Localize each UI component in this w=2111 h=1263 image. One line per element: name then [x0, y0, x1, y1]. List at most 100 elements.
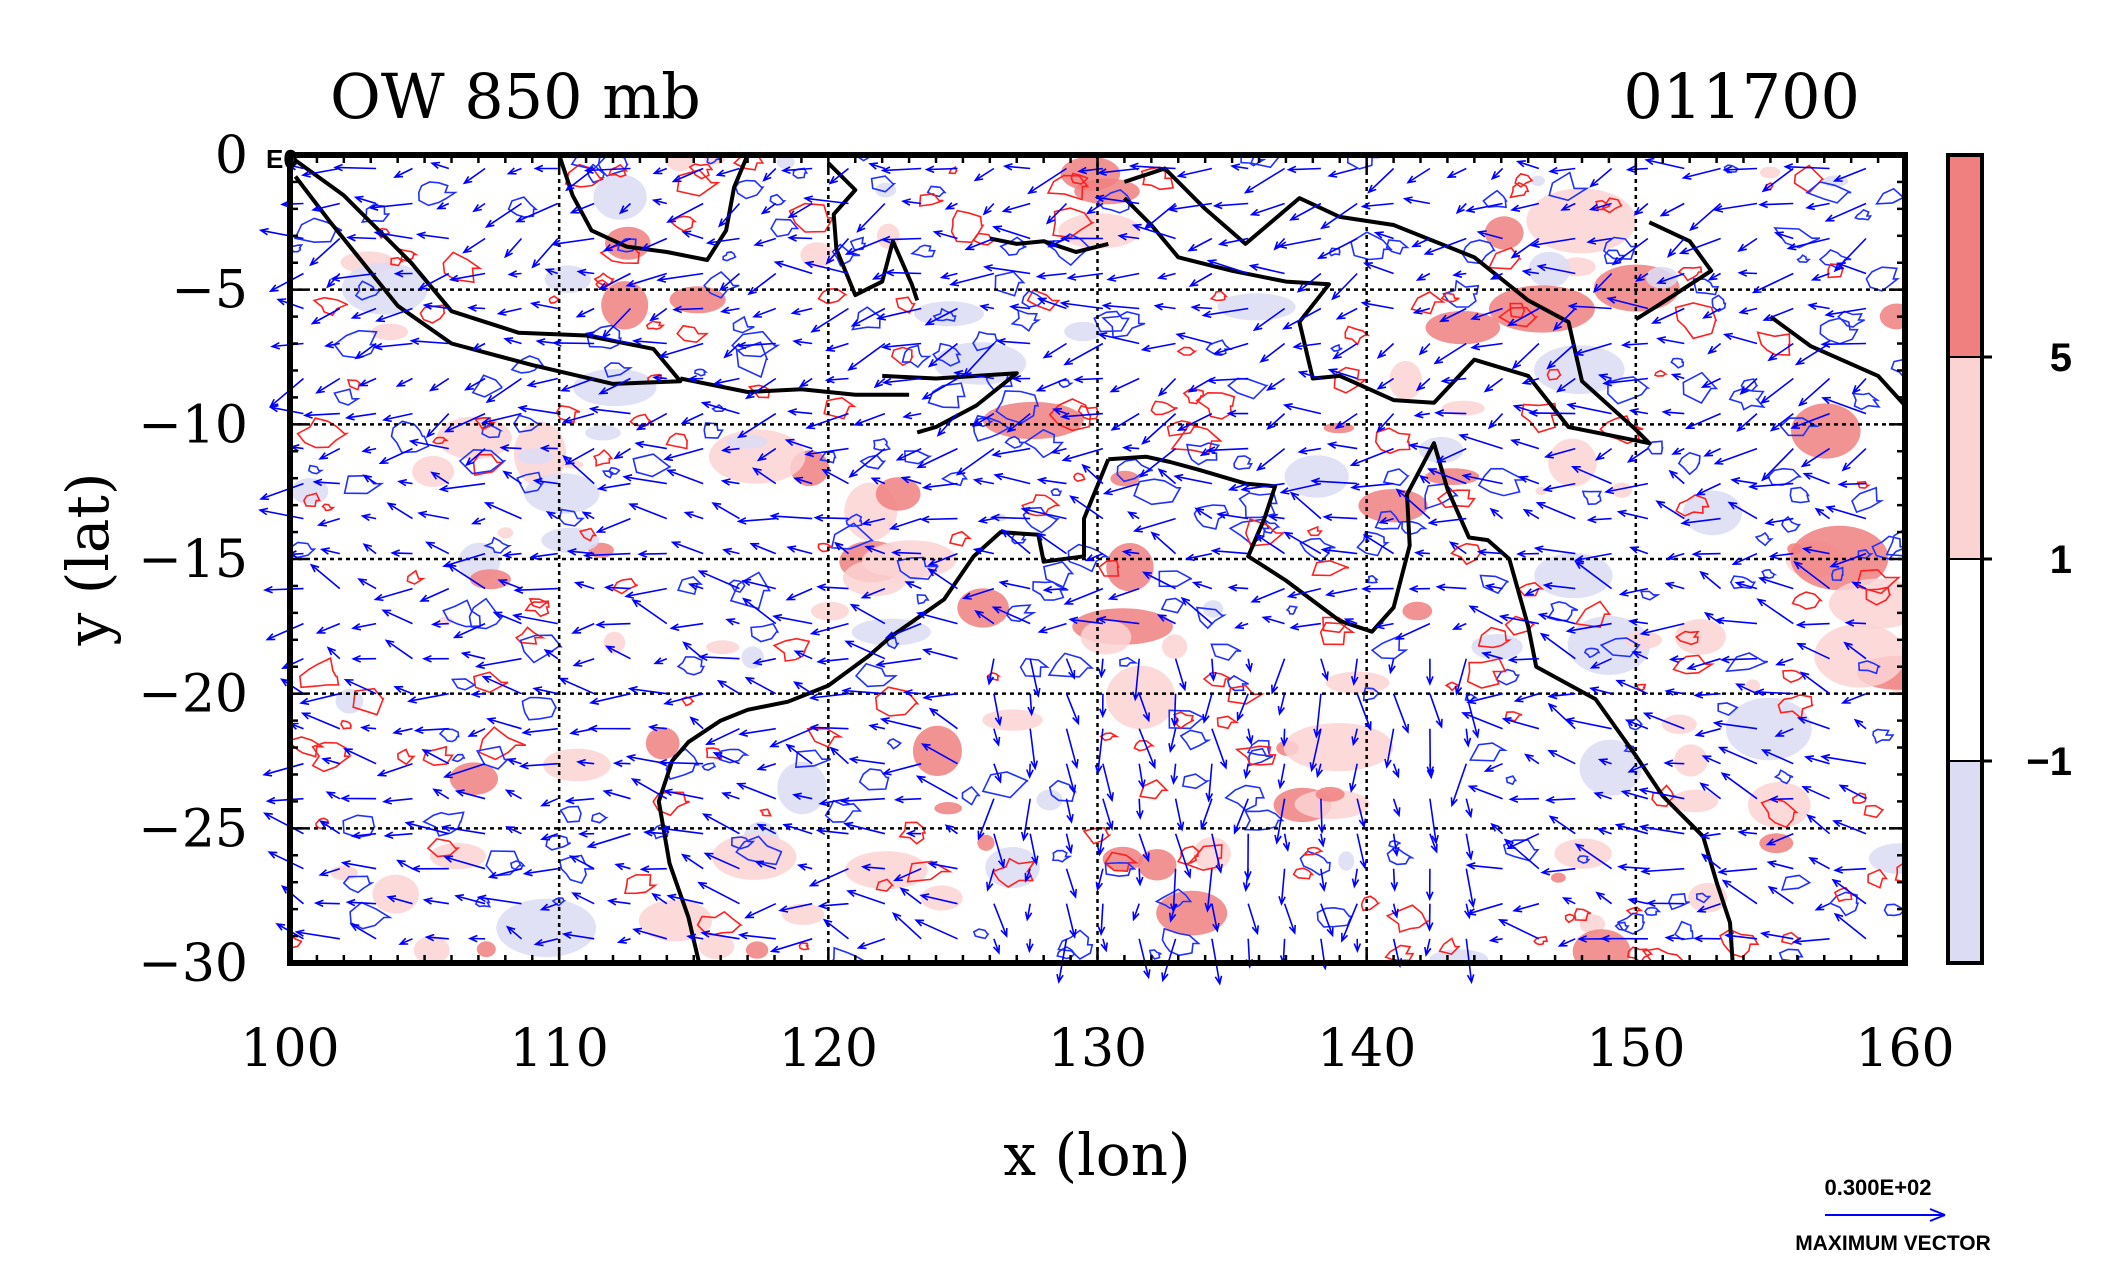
wind-vector	[1283, 531, 1322, 555]
wind-vector	[315, 622, 341, 634]
wind-vector	[487, 867, 522, 879]
wind-vector	[1797, 377, 1831, 407]
wind-vector	[785, 743, 813, 765]
wind-vector	[1832, 167, 1867, 182]
positive-contour	[1234, 745, 1277, 766]
wind-vector	[817, 901, 849, 910]
wind-vector	[1367, 167, 1395, 194]
vorticity-patch	[1418, 436, 1464, 464]
wind-vector	[384, 639, 413, 660]
negative-contour	[1228, 518, 1270, 545]
wind-vector	[1006, 412, 1031, 433]
negative-contour	[1101, 311, 1146, 339]
positive-contour	[1487, 246, 1522, 270]
y-axis-label: y (lat)	[54, 473, 122, 647]
wind-vector	[683, 511, 704, 520]
negative-contour	[1640, 590, 1661, 601]
wind-vector	[622, 474, 667, 485]
wind-vector	[1597, 373, 1612, 381]
positive-contour	[986, 671, 1002, 682]
wind-vector	[1680, 517, 1721, 527]
wind-vector	[382, 412, 413, 423]
wind-vector	[1796, 716, 1830, 730]
wind-vector	[1248, 263, 1285, 275]
coastline-7	[1634, 220, 1714, 321]
wind-vector	[1465, 798, 1473, 819]
wind-vector	[1050, 446, 1067, 455]
wind-vector	[360, 513, 377, 522]
wind-vector	[263, 585, 304, 594]
colorbar-label-2: −1	[2026, 740, 2072, 784]
wind-vector	[1109, 377, 1140, 393]
wind-vector	[805, 412, 849, 430]
wind-vector	[1101, 302, 1140, 310]
wind-vector	[1138, 693, 1150, 723]
negative-contour	[1424, 483, 1459, 510]
negative-contour	[1885, 528, 1905, 557]
wind-vector	[825, 342, 849, 352]
negative-contour	[1773, 769, 1794, 785]
positive-contour	[645, 320, 666, 331]
positive-contour	[676, 169, 721, 197]
positive-contour	[1186, 844, 1223, 872]
wind-vector	[584, 331, 631, 345]
wind-vector	[944, 202, 958, 210]
y-tick-labels: 0 −5 −10 −15 −20 −25 −30	[138, 126, 248, 994]
negative-contour	[1148, 949, 1162, 960]
wind-vector	[1448, 541, 1467, 555]
wind-vector	[376, 762, 413, 777]
coastline-9	[1108, 441, 1735, 963]
positive-contour	[817, 288, 848, 305]
wind-vector	[1522, 508, 1540, 520]
wind-vector	[1542, 482, 1576, 493]
wind-vector	[596, 482, 631, 492]
wind-vector	[1138, 447, 1177, 478]
negative-contour	[1581, 490, 1602, 506]
wind-vector	[1286, 587, 1322, 599]
wind-vector	[481, 675, 522, 695]
wind-vector	[1707, 272, 1721, 281]
wind-vector	[1138, 763, 1146, 790]
wind-vector	[1292, 342, 1322, 350]
wind-vector	[1206, 259, 1249, 275]
negative-contour	[1370, 634, 1409, 660]
wind-vector	[1466, 692, 1503, 705]
wind-vector	[1644, 157, 1685, 170]
wind-vector	[1194, 507, 1213, 520]
wind-vector	[715, 167, 740, 177]
negative-contour	[734, 179, 765, 200]
wind-vector	[430, 620, 449, 628]
wind-vector	[1236, 693, 1249, 722]
vorticity-patch	[1484, 216, 1524, 250]
wind-vector	[991, 606, 1031, 625]
wind-vector	[1391, 903, 1399, 919]
wind-vector	[666, 202, 704, 223]
vorticity-patch	[781, 903, 825, 926]
negative-contour	[354, 280, 382, 301]
coastline-5	[989, 236, 1109, 254]
y-tick-label--5: −5	[171, 261, 248, 321]
vorticity-patch	[875, 477, 921, 511]
wind-vector	[1279, 482, 1322, 495]
wind-vector	[1731, 552, 1758, 566]
wind-vector	[760, 202, 777, 215]
wind-vector	[848, 447, 886, 478]
negative-contour	[1461, 239, 1496, 265]
wind-vector	[1518, 475, 1540, 485]
positive-contour	[1182, 388, 1205, 405]
wind-vector	[311, 202, 340, 212]
positive-contour	[1046, 174, 1090, 201]
wind-vector	[1200, 798, 1213, 831]
wind-vector	[1349, 763, 1358, 793]
wind-vector	[787, 408, 813, 416]
wind-vector	[687, 582, 704, 591]
wind-vector	[816, 583, 849, 592]
wind-vector	[1107, 587, 1140, 601]
wind-vector	[315, 377, 341, 394]
wind-vector	[602, 789, 631, 800]
wind-vector	[1724, 932, 1758, 940]
wind-vector	[342, 748, 377, 765]
wind-vector	[386, 502, 413, 520]
negative-contour	[1805, 181, 1852, 204]
negative-contour	[1819, 317, 1859, 345]
